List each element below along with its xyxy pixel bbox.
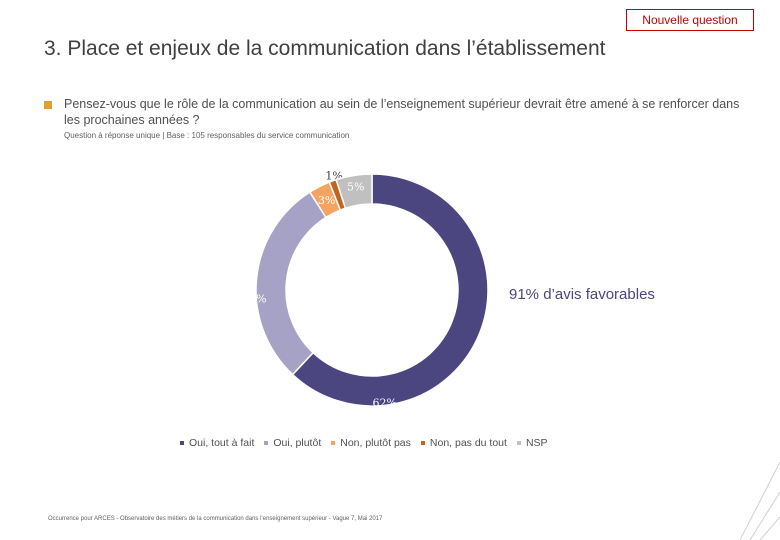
footer-source: Occurrence pour ARCES - Observatoire des…: [48, 516, 383, 522]
question-subnote: Question à réponse unique | Base : 105 r…: [64, 131, 350, 140]
new-question-badge: Nouvelle question: [626, 9, 754, 31]
slice-oui-plutot: [255, 191, 327, 376]
legend-label-oui-plutot: Oui, plutôt: [273, 437, 322, 449]
legend-label-non-plutot-pas: Non, plutôt pas: [340, 437, 411, 449]
legend-swatch-nsp: [516, 441, 521, 445]
question-text: Pensez-vous que le rôle de la communicat…: [64, 97, 740, 127]
legend-item-nsp: NSP: [516, 437, 548, 449]
corner-decoration: [740, 462, 780, 540]
slice-nsp: [335, 173, 373, 210]
data-label-oui-tout-a-fait: 62%: [372, 396, 396, 409]
legend-item-oui-plutot: Oui, plutôt: [264, 437, 321, 449]
favorable-annotation: 91% d’avis favorables: [509, 286, 655, 303]
legend-swatch-non-plutot-pas: [331, 441, 336, 445]
data-label-oui-plutot: 29%: [242, 292, 266, 305]
legend-item-oui-tout-a-fait: Oui, tout à fait: [180, 437, 254, 449]
legend-label-oui-tout-a-fait: Oui, tout à fait: [189, 437, 255, 449]
legend-item-non-plutot-pas: Non, plutôt pas: [331, 437, 411, 449]
data-label-nsp: 5%: [347, 180, 364, 193]
legend-label-nsp: NSP: [525, 437, 548, 449]
legend-item-non-pas-du-tout: Non, pas du tout: [420, 437, 507, 449]
legend-label-non-pas-du-tout: Non, pas du tout: [429, 437, 507, 449]
slice-oui-tout-a-fait: [291, 173, 489, 407]
legend-swatch-oui-plutot: [264, 441, 269, 445]
chart-legend: Oui, tout à fait Oui, plutôt Non, plutôt p…: [180, 437, 548, 449]
legend-swatch-non-pas-du-tout: [420, 441, 425, 445]
data-label-non-plutot-pas: 3%: [318, 194, 335, 207]
bullet-icon: [44, 101, 52, 109]
legend-swatch-oui-tout-a-fait: [180, 441, 184, 445]
page-title: 3. Place et enjeux de la communication d…: [44, 37, 606, 60]
